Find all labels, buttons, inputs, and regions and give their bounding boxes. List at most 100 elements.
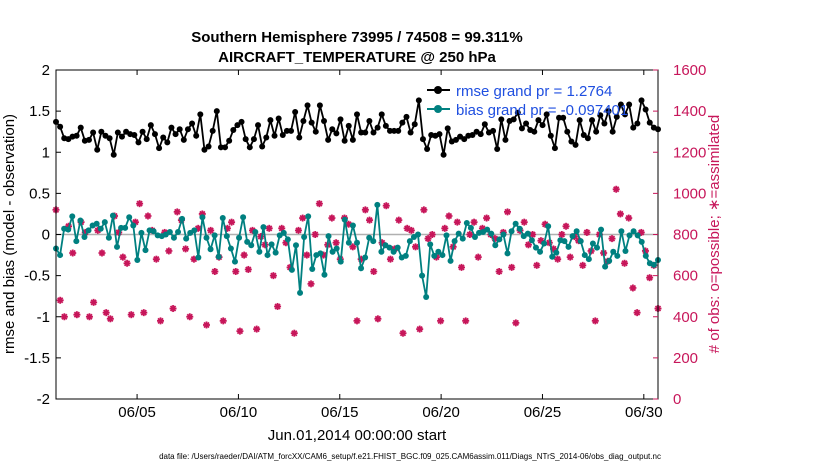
rmse-point	[160, 134, 167, 141]
obs-asterisk-stroke	[383, 202, 390, 209]
x-axis-label: Jun.01,2014 00:00:00 start	[268, 427, 447, 444]
rmse-point	[94, 146, 101, 153]
bias-point	[602, 263, 609, 270]
y-right-tick-label: 1000	[673, 185, 706, 202]
rmse-point	[419, 136, 426, 143]
obs-count-point	[73, 311, 81, 319]
rmse-point	[263, 134, 270, 141]
obs-asterisk-stroke	[220, 317, 227, 324]
bias-point	[565, 243, 572, 250]
obs-asterisk-stroke	[119, 253, 127, 261]
obs-asterisk-stroke	[646, 274, 653, 281]
obs-count-point	[328, 214, 336, 222]
obs-count-point	[119, 253, 127, 261]
chart-title-line1: Southern Hemisphere 73995 / 74508 = 99.3…	[191, 29, 522, 46]
bias-point	[349, 222, 356, 229]
rmse-point	[271, 132, 278, 139]
obs-count-point	[445, 212, 453, 220]
obs-count-point	[136, 200, 144, 208]
y-left-tick-label: -2	[37, 391, 50, 408]
bias-point	[122, 224, 129, 231]
rmse-point	[255, 122, 262, 129]
obs-count-point	[495, 268, 503, 276]
y-left-tick-label: 1	[42, 144, 50, 161]
obs-count-point	[165, 247, 173, 255]
obs-count-point	[228, 218, 236, 226]
y-left-tick-label: 2	[42, 62, 50, 79]
rmse-point	[180, 136, 187, 143]
obs-count-point	[512, 319, 520, 327]
obs-asterisk-stroke	[621, 260, 628, 267]
obs-asterisk-stroke	[420, 206, 428, 213]
obs-asterisk-stroke	[525, 241, 532, 248]
obs-asterisk-stroke	[266, 225, 273, 232]
y-right-tick-label: 0	[673, 391, 681, 408]
bias-point	[288, 266, 295, 273]
rmse-point	[572, 141, 579, 148]
bias-point	[81, 233, 88, 240]
obs-count-point	[370, 268, 378, 276]
obs-asterisk-stroke	[454, 219, 461, 226]
bias-point	[248, 242, 255, 249]
bias-point	[642, 252, 649, 259]
obs-count-point	[211, 268, 219, 276]
rmse-point	[213, 108, 220, 115]
bias-point	[97, 225, 104, 232]
bias-point	[354, 239, 360, 246]
rmse-point	[477, 131, 484, 138]
rmse-point	[189, 120, 196, 127]
rmse-point	[481, 121, 488, 128]
rmse-point	[403, 113, 410, 120]
rmse-point	[370, 129, 377, 136]
obs-count-point	[453, 218, 461, 226]
obs-count-point	[579, 261, 587, 269]
obs-asterisk-stroke	[123, 260, 131, 267]
y-left-tick-label: -0.5	[24, 268, 50, 285]
bias-point	[130, 222, 137, 229]
bias-point	[402, 252, 409, 259]
rmse-point	[246, 144, 253, 151]
bias-point	[292, 242, 299, 249]
obs-count-point	[508, 263, 516, 271]
obs-count-point	[186, 313, 194, 321]
bias-point	[264, 252, 271, 259]
obs-count-point	[583, 228, 591, 236]
y-left-tick-label: 1.5	[29, 103, 50, 120]
x-tick-label: 06/15	[321, 404, 359, 421]
obs-asterisk-stroke	[374, 315, 382, 322]
rmse-point	[201, 146, 208, 153]
bias-point	[126, 214, 133, 221]
obs-asterisk-stroke	[69, 249, 76, 257]
obs-count-point	[106, 315, 114, 323]
rmse-point	[131, 131, 138, 138]
rmse-point	[209, 127, 216, 134]
rmse-point	[510, 116, 517, 123]
obs-asterisk-stroke	[479, 225, 486, 232]
rmse-point	[85, 136, 92, 143]
bias-point	[610, 248, 617, 255]
obs-count-point	[533, 261, 541, 269]
y-left-tick-label: -1	[37, 309, 50, 326]
obs-count-point	[612, 185, 620, 193]
bias-point	[227, 245, 234, 252]
bias-point	[309, 266, 316, 273]
y-axis-left: -2 -1.5 -1 -0.5 0 0.5 1 1.5 2	[24, 62, 61, 408]
bias-point	[134, 256, 141, 263]
obs-count-point	[633, 309, 641, 317]
rmse-point	[292, 108, 299, 115]
bias-point	[463, 219, 470, 226]
rmse-point	[333, 130, 340, 137]
bias-point	[191, 227, 198, 234]
rmse-point	[118, 133, 125, 140]
bias-point	[215, 253, 222, 260]
obs-count-point	[474, 253, 482, 261]
bias-point	[532, 244, 539, 251]
rmse-point	[638, 97, 645, 104]
obs-count-point	[203, 321, 210, 329]
rmse-point	[77, 124, 84, 131]
obs-asterisk-stroke	[144, 212, 152, 220]
obs-asterisk-stroke	[165, 247, 173, 255]
obs-count-point	[219, 317, 227, 325]
rmse-point	[391, 127, 398, 134]
rmse-point	[622, 111, 629, 118]
